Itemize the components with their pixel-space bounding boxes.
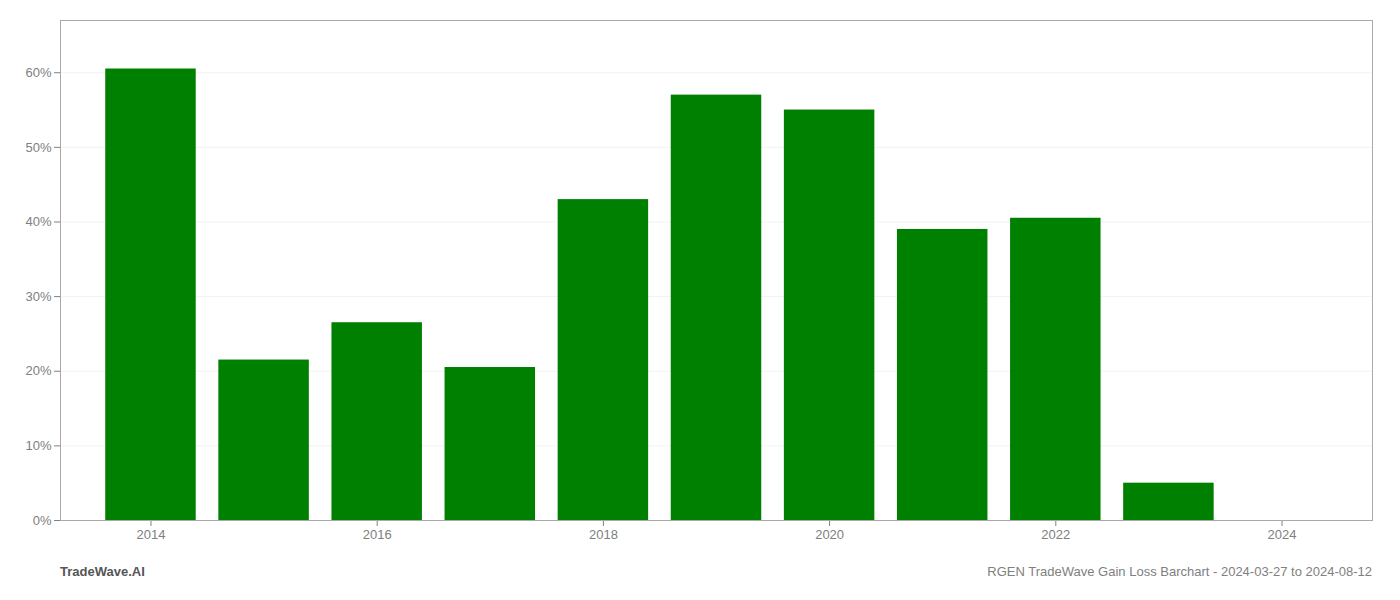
svg-text:2024: 2024 [1268,527,1297,542]
svg-text:20%: 20% [25,363,51,378]
svg-text:0%: 0% [33,513,52,528]
svg-text:10%: 10% [25,438,51,453]
svg-text:2018: 2018 [589,527,618,542]
svg-text:2020: 2020 [815,527,844,542]
html-text:RGEN TradeWave Gain Loss Barch: RGEN TradeWave Gain Loss Barchart - 2024… [987,564,1372,579]
svg-text:30%: 30% [25,289,51,304]
svg-text:50%: 50% [25,140,51,155]
svg-text:2014: 2014 [137,527,166,542]
svg-text:40%: 40% [25,214,51,229]
svg-text:60%: 60% [25,65,51,80]
html-text:TradeWave.AI: TradeWave.AI [60,564,145,579]
svg-text:2022: 2022 [1041,527,1070,542]
svg-text:2016: 2016 [363,527,392,542]
